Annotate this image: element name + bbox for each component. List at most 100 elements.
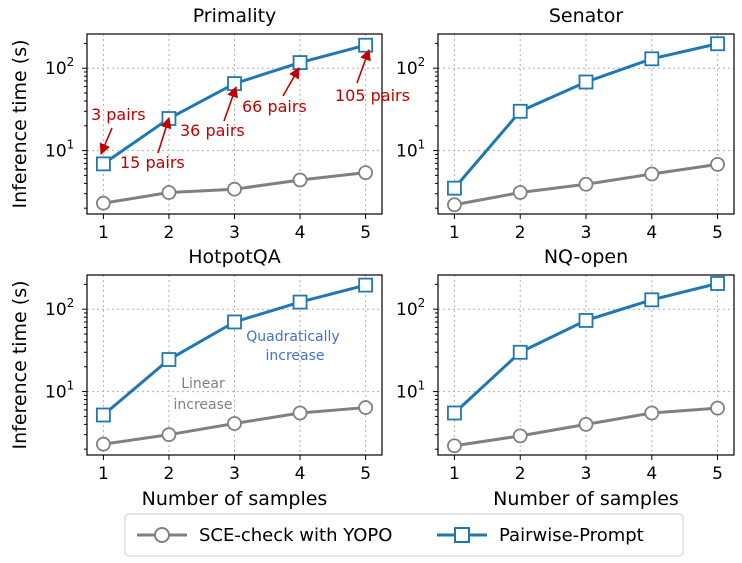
- data-point-sce: [95, 436, 111, 452]
- x-tick-label: 5: [360, 464, 371, 484]
- data-point-sce: [644, 405, 660, 421]
- x-tick-label: 5: [712, 223, 723, 243]
- data-point-pairwise: [447, 405, 462, 421]
- annotation-arrow: [157, 116, 172, 154]
- data-point-sce: [161, 185, 177, 200]
- chart-panel-3: 1 2 3 4 5 101 102 HotpotQA Number of samples Infe…: [9, 246, 383, 510]
- data-point-pairwise: [578, 74, 594, 90]
- data-point-sce: [578, 416, 594, 432]
- annotation-quadratic: increase: [265, 348, 324, 364]
- annotation-linear: increase: [173, 397, 232, 413]
- chart-title: Primality: [193, 5, 277, 27]
- annotation-arrow: [282, 67, 300, 97]
- y-tick-label: 102: [396, 55, 425, 79]
- data-point-sce: [512, 185, 528, 200]
- data-point-sce: [710, 400, 725, 416]
- annotation-arrow: [99, 127, 113, 156]
- data-point-sce: [578, 176, 594, 192]
- y-axis-label: Inference time (s): [9, 280, 31, 449]
- data-point-pairwise: [227, 76, 242, 92]
- data-point-pairwise: [292, 55, 308, 70]
- chart-panel-1: 1 2 3 4 5 101 102 Primality Inference time (s) 3 …: [9, 5, 410, 243]
- chart-title: Senator: [549, 5, 624, 27]
- legend-marker-sce: [154, 527, 170, 543]
- y-tick-label: 101: [396, 138, 425, 162]
- chart-panel-2: 1 2 3 4 5 101 102 Senator: [396, 5, 735, 243]
- y-tick-label: 101: [45, 138, 74, 162]
- data-point-sce: [512, 428, 528, 444]
- annotation-pairs: 66 pairs: [242, 97, 307, 116]
- chart-panel-4: 1 2 3 4 5 101 102 NQ-open Number of samples: [396, 246, 735, 510]
- annotation-arrow: [356, 48, 371, 84]
- x-tick-label: 3: [581, 464, 592, 484]
- data-point-sce: [358, 400, 374, 415]
- legend-marker-pairwise: [454, 527, 470, 543]
- annotation-pairs: 105 pairs: [335, 86, 410, 105]
- annotation-pairs: 36 pairs: [180, 121, 245, 140]
- x-tick-label: 4: [295, 464, 306, 484]
- x-tick-label: 2: [515, 464, 526, 484]
- data-point-sce: [95, 195, 111, 211]
- x-tick-label: 3: [229, 223, 240, 243]
- data-point-sce: [447, 438, 462, 454]
- series-line-pairwise: [453, 282, 718, 415]
- legend-frame: [124, 513, 684, 557]
- legend-label-pairwise: Pairwise-Prompt: [499, 525, 644, 546]
- data-point-pairwise: [644, 292, 660, 308]
- data-point-pairwise: [710, 276, 725, 291]
- x-tick-label: 4: [646, 223, 657, 243]
- data-point-pairwise: [358, 37, 374, 53]
- data-point-pairwise: [161, 352, 177, 367]
- y-tick-label: 102: [45, 296, 74, 320]
- x-axis-label: Number of samples: [493, 488, 679, 510]
- annotation-arrow: [223, 85, 238, 122]
- data-point-sce: [292, 172, 308, 188]
- data-point-sce: [644, 166, 660, 182]
- x-tick-label: 1: [449, 464, 460, 484]
- x-tick-label: 5: [360, 223, 371, 243]
- data-point-pairwise: [512, 103, 528, 119]
- legend: SCE-check with YOPO Pairwise-Prompt: [124, 513, 684, 557]
- x-axis-label: Number of samples: [142, 488, 328, 510]
- x-tick-label: 5: [712, 464, 723, 484]
- y-axis-label: Inference time (s): [9, 39, 31, 208]
- x-tick-label: 4: [295, 223, 306, 243]
- x-tick-label: 4: [646, 464, 657, 484]
- x-tick-label: 1: [98, 464, 109, 484]
- data-point-pairwise: [358, 277, 374, 293]
- annotation-pairs: 15 pairs: [120, 153, 185, 172]
- x-tick-label: 1: [98, 223, 109, 243]
- data-point-pairwise: [95, 407, 111, 423]
- data-point-sce: [227, 181, 242, 197]
- chart-title: NQ-open: [544, 246, 628, 268]
- panels: 1 2 3 4 5 101 102 Primality Inference time (s) 3 …: [9, 5, 735, 510]
- y-tick-label: 102: [396, 296, 425, 320]
- data-point-pairwise: [578, 313, 594, 328]
- annotation-quadratic: Quadratically: [246, 329, 339, 345]
- y-tick-label: 101: [45, 379, 74, 403]
- data-point-pairwise: [95, 156, 111, 172]
- x-tick-label: 2: [515, 223, 526, 243]
- x-tick-label: 2: [164, 464, 175, 484]
- data-point-pairwise: [227, 314, 242, 330]
- x-tick-label: 1: [449, 223, 460, 243]
- data-point-pairwise: [447, 180, 462, 196]
- x-tick-label: 2: [164, 223, 175, 243]
- data-point-pairwise: [512, 344, 528, 360]
- data-point-pairwise: [292, 294, 308, 310]
- data-point-sce: [447, 197, 462, 213]
- data-point-pairwise: [710, 36, 725, 52]
- annotation-linear: Linear: [181, 376, 225, 392]
- annotation-pairs: 3 pairs: [91, 105, 146, 124]
- x-tick-label: 3: [581, 223, 592, 243]
- data-point-sce: [292, 405, 308, 421]
- data-point-sce: [161, 427, 177, 443]
- y-tick-label: 101: [396, 379, 425, 403]
- data-point-sce: [227, 416, 242, 431]
- y-tick-label: 102: [45, 55, 74, 79]
- data-point-pairwise: [644, 51, 660, 67]
- x-tick-label: 3: [229, 464, 240, 484]
- data-point-sce: [358, 165, 374, 181]
- chart-title: HotpotQA: [188, 246, 280, 268]
